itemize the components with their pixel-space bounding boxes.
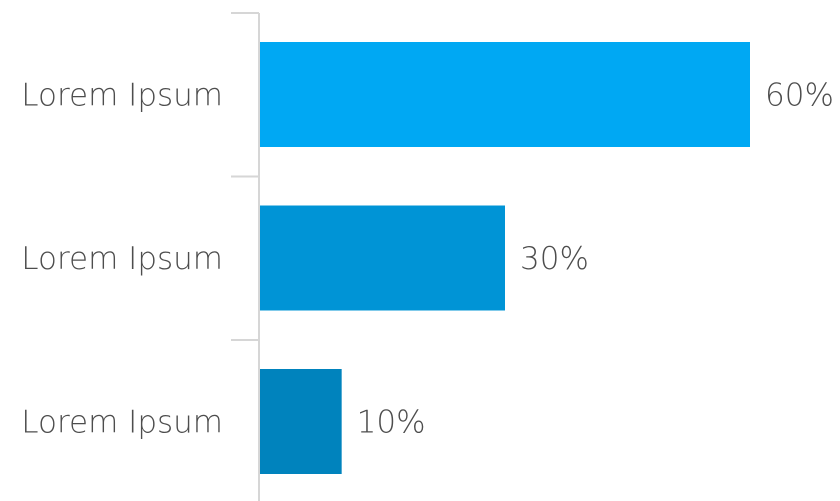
category-label: Lorem Ipsum — [21, 241, 223, 277]
bar — [260, 205, 505, 311]
value-label: 60% — [765, 78, 834, 114]
category-axis — [231, 12, 260, 501]
category-label: Lorem Ipsum — [21, 405, 223, 441]
value-label: 30% — [520, 241, 589, 277]
category-labels: Lorem Ipsum Lorem Ipsum Lorem Ipsum — [21, 78, 223, 441]
category-label: Lorem Ipsum — [21, 78, 223, 114]
bars — [260, 42, 750, 474]
bar — [260, 369, 342, 474]
bar — [260, 42, 750, 147]
value-labels: 60% 30% 10% — [357, 78, 834, 441]
value-label: 10% — [357, 405, 426, 441]
